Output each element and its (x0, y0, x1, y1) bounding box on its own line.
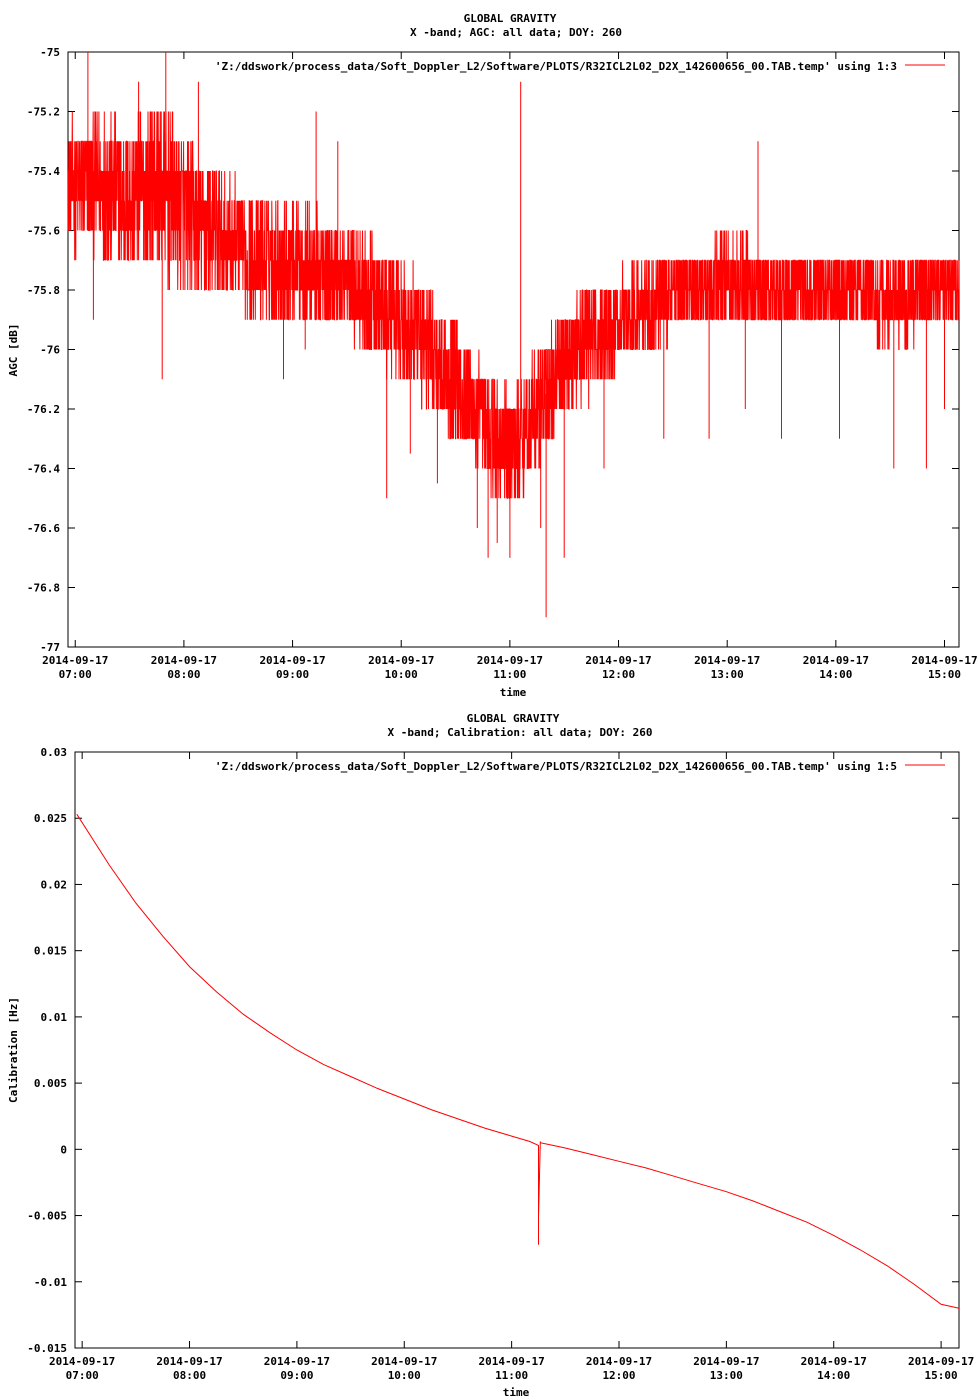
y-tick-label: -0.015 (27, 1342, 67, 1355)
series-line (76, 813, 960, 1309)
x-tick-date: 2014-09-17 (477, 654, 543, 667)
x-tick-date: 2014-09-17 (368, 654, 434, 667)
x-tick-date: 2014-09-17 (801, 1355, 867, 1368)
y-tick-label: -75.4 (27, 165, 60, 178)
legend-text: 'Z:/ddswork/process_data/Soft_Doppler_L2… (215, 60, 897, 73)
x-tick-label: 08:00 (173, 1369, 206, 1382)
x-tick-date: 2014-09-17 (42, 654, 108, 667)
y-tick-label: 0.005 (34, 1077, 67, 1090)
x-tick-label: 10:00 (388, 1369, 421, 1382)
x-tick-label: 09:00 (276, 668, 309, 681)
y-tick-label: -76.8 (27, 582, 60, 595)
y-tick-label: 0.02 (41, 878, 68, 891)
chart-subtitle: X -band; Calibration: all data; DOY: 260 (388, 726, 653, 739)
y-tick-label: -76.2 (27, 403, 60, 416)
y-tick-label: -76 (40, 344, 60, 357)
x-axis: 2014-09-1707:002014-09-1708:002014-09-17… (42, 52, 978, 681)
x-tick-date: 2014-09-17 (49, 1355, 115, 1368)
x-axis: 2014-09-1707:002014-09-1708:002014-09-17… (49, 752, 974, 1382)
x-tick-date: 2014-09-17 (259, 654, 325, 667)
y-axis-label: AGC [dB] (7, 324, 20, 377)
y-tick-label: 0.015 (34, 945, 67, 958)
series-line (67, 111, 960, 499)
x-tick-date: 2014-09-17 (586, 1355, 652, 1368)
x-tick-date: 2014-09-17 (371, 1355, 437, 1368)
x-tick-label: 13:00 (711, 668, 744, 681)
x-tick-date: 2014-09-17 (264, 1355, 330, 1368)
x-tick-date: 2014-09-17 (803, 654, 869, 667)
agc-chart: GLOBAL GRAVITY X -band; AGC: all data; D… (7, 12, 978, 699)
plot-frame (74, 751, 960, 1349)
calibration-chart: GLOBAL GRAVITY X -band; Calibration: all… (7, 712, 974, 1399)
trace-group (67, 52, 960, 618)
x-axis-label: time (503, 1386, 530, 1399)
plot-frame (67, 51, 960, 648)
y-tick-label: -76.4 (27, 463, 60, 476)
y-tick-label: -0.01 (34, 1276, 67, 1289)
x-tick-date: 2014-09-17 (151, 654, 217, 667)
x-tick-date: 2014-09-17 (585, 654, 651, 667)
y-tick-label: -75 (40, 46, 60, 59)
x-tick-date: 2014-09-17 (479, 1355, 545, 1368)
x-tick-label: 11:00 (495, 1369, 528, 1382)
x-tick-label: 14:00 (817, 1369, 850, 1382)
y-tick-label: -77 (40, 641, 60, 654)
y-tick-label: 0 (60, 1143, 67, 1156)
x-tick-date: 2014-09-17 (911, 654, 977, 667)
x-tick-label: 10:00 (385, 668, 418, 681)
y-tick-label: -75.2 (27, 106, 60, 119)
y-tick-label: -75.8 (27, 284, 60, 297)
y-tick-label: -76.6 (27, 522, 60, 535)
x-tick-date: 2014-09-17 (156, 1355, 222, 1368)
y-tick-label: 0.025 (34, 812, 67, 825)
x-tick-date: 2014-09-17 (693, 1355, 759, 1368)
y-axis: 0.03 0.025 0.02 0.015 0.01 0.005 0 -0.005 -0.01 -… (27, 746, 959, 1355)
trace-group (76, 813, 960, 1309)
y-axis: -75 -75.2 -75.4 -75.6 -75.8 -76 -76.2 -76.4 -76.… (27, 46, 959, 654)
x-tick-label: 15:00 (928, 668, 961, 681)
chart-title: GLOBAL GRAVITY (467, 712, 560, 725)
x-tick-label: 15:00 (925, 1369, 958, 1382)
x-tick-label: 12:00 (602, 1369, 635, 1382)
x-tick-label: 14:00 (819, 668, 852, 681)
y-tick-label: -75.6 (27, 225, 60, 238)
x-tick-label: 07:00 (66, 1369, 99, 1382)
x-tick-label: 07:00 (59, 668, 92, 681)
chart-title: GLOBAL GRAVITY (464, 12, 557, 25)
y-tick-label: 0.01 (41, 1011, 68, 1024)
legend-text: 'Z:/ddswork/process_data/Soft_Doppler_L2… (215, 760, 897, 773)
x-tick-date: 2014-09-17 (694, 654, 760, 667)
chart-subtitle: X -band; AGC: all data; DOY: 260 (410, 26, 622, 39)
y-tick-label: -0.005 (27, 1210, 67, 1223)
x-tick-date: 2014-09-17 (908, 1355, 974, 1368)
y-tick-label: 0.03 (41, 746, 68, 759)
x-tick-label: 08:00 (167, 668, 200, 681)
y-axis-label: Calibration [Hz] (7, 997, 20, 1103)
x-tick-label: 13:00 (710, 1369, 743, 1382)
x-tick-label: 11:00 (493, 668, 526, 681)
x-tick-label: 09:00 (280, 1369, 313, 1382)
x-tick-label: 12:00 (602, 668, 635, 681)
x-axis-label: time (500, 686, 527, 699)
